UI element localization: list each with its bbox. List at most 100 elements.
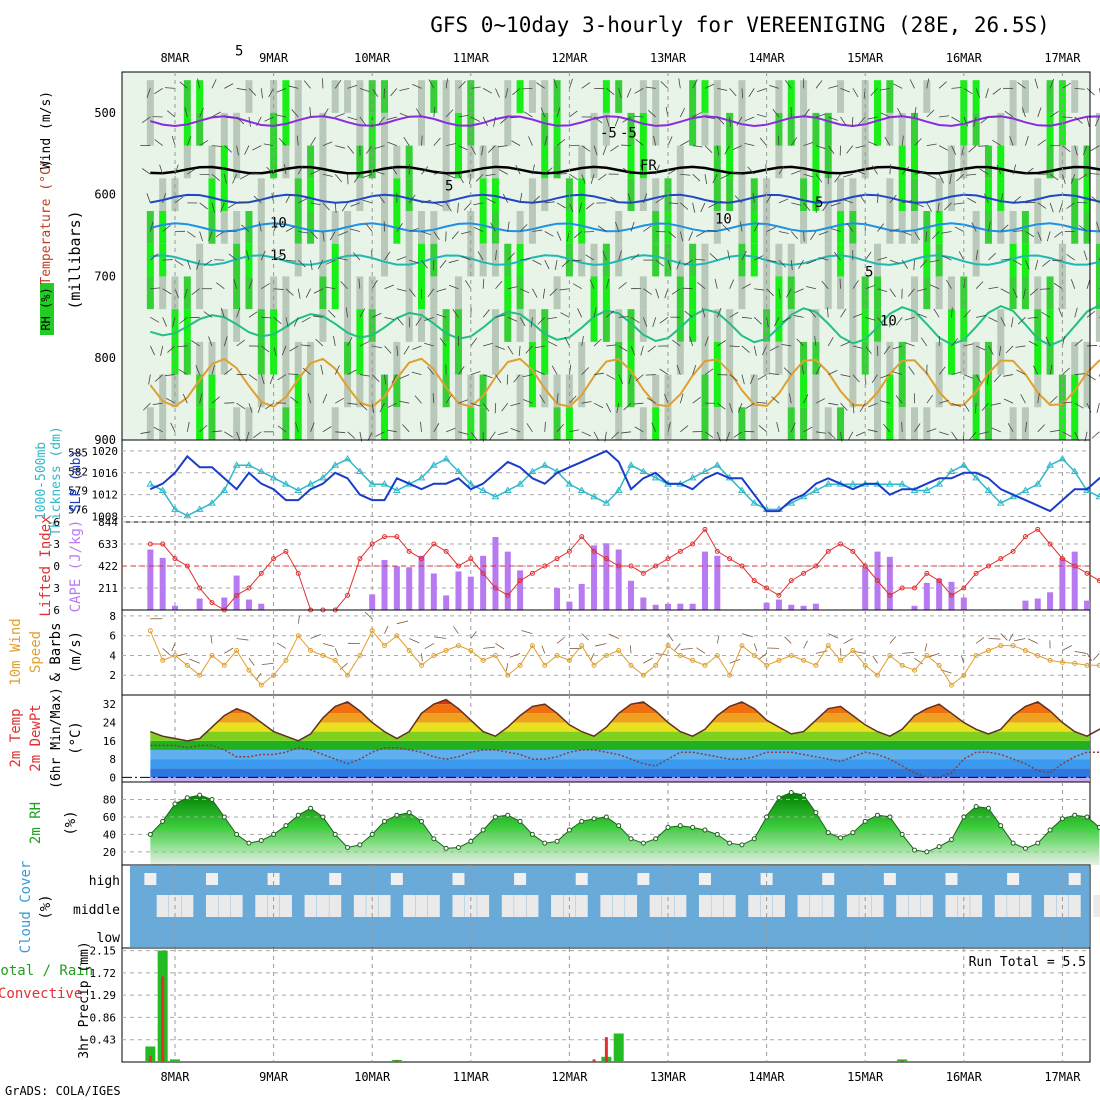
wind-tick: 2	[109, 669, 116, 682]
rh-cell	[615, 407, 623, 440]
wind-barb	[322, 141, 333, 146]
rh-cell	[861, 276, 869, 310]
wind-barb	[358, 278, 361, 289]
cloud-middle	[674, 895, 687, 917]
cloud-middle	[205, 895, 218, 917]
precip-label-2: Convective	[0, 986, 82, 1002]
rh-cell	[1021, 80, 1029, 113]
wind-barb	[951, 116, 961, 123]
rh-cell	[541, 80, 549, 113]
rh-cell	[331, 407, 339, 440]
rh-cell	[183, 112, 191, 146]
rh-cell	[652, 80, 660, 113]
wind-barb	[1025, 167, 1034, 175]
rh-cell	[627, 145, 635, 179]
wind-barb	[495, 250, 497, 261]
wind-barb	[263, 143, 274, 146]
cloud-middle	[316, 895, 329, 917]
wind-barb	[179, 81, 188, 89]
wind-speed-point	[492, 652, 498, 658]
rh-cell	[1058, 276, 1066, 310]
rh-point	[727, 840, 733, 846]
wind-barb	[914, 171, 925, 175]
cape-bar	[628, 580, 635, 610]
rh-cell	[541, 374, 549, 408]
panel-frame	[121, 609, 1091, 696]
thickness-point	[195, 505, 204, 512]
wind-barb	[345, 307, 348, 318]
wind-barb	[433, 137, 441, 146]
rh-point	[369, 831, 375, 837]
wind-barb	[154, 139, 163, 146]
wind-barb	[310, 422, 315, 432]
wind-barb	[521, 630, 533, 634]
rh-cell	[405, 211, 413, 244]
wind-barb	[1049, 395, 1058, 404]
wind-barb	[633, 115, 644, 118]
wind-barb	[758, 425, 767, 433]
rh-cell	[800, 80, 808, 113]
wind-barb	[778, 288, 781, 299]
rh-cell	[1071, 178, 1079, 212]
wind-barb	[557, 173, 568, 175]
lifted-point	[1047, 541, 1053, 547]
wind-speed-point	[554, 652, 560, 658]
wind-barb	[884, 136, 891, 146]
wind-barb	[325, 286, 336, 290]
wind-barb	[199, 424, 208, 433]
wind-barb	[720, 173, 730, 179]
rh-cell	[282, 407, 290, 440]
wind-barb	[926, 109, 935, 118]
lifted-point	[1072, 563, 1078, 569]
wind-barb	[186, 421, 190, 432]
rh-cell	[800, 341, 808, 375]
temp-unit: (°C)	[68, 721, 84, 755]
lifted-point	[714, 548, 720, 554]
rh-cell	[689, 80, 697, 113]
rh-cell	[491, 211, 499, 244]
wind-barb	[1062, 145, 1071, 153]
cloud-high	[514, 873, 527, 885]
rh-cell	[393, 145, 401, 179]
wind-barb	[917, 288, 927, 292]
lifted-point	[357, 556, 363, 562]
wind-barb	[803, 640, 808, 649]
wind-barb	[409, 259, 419, 264]
cloud-middle	[575, 895, 588, 917]
wind-barb	[1074, 339, 1083, 347]
wind-barb	[409, 227, 419, 232]
rh-cell	[1071, 341, 1079, 375]
rh-cell	[664, 407, 672, 440]
rh-cell	[146, 407, 154, 440]
wind-barb	[828, 402, 839, 406]
wind-barb	[371, 374, 380, 383]
rh-cell	[1095, 309, 1100, 342]
rh-cell	[713, 112, 721, 146]
rh-cell	[837, 211, 845, 244]
wind-barb	[309, 106, 311, 118]
wind-barb	[1027, 316, 1038, 319]
wind-barb	[901, 135, 904, 146]
rh-cell	[787, 341, 795, 375]
wind-barb	[1096, 221, 1100, 232]
wind-barb	[191, 340, 200, 347]
wind-barb	[629, 645, 632, 654]
wind-barb	[310, 136, 317, 146]
temp-tick: 16	[103, 735, 116, 748]
rh-cell	[590, 112, 598, 146]
wind-barb	[293, 317, 299, 327]
wind-speed-point	[899, 662, 905, 668]
wind-barb	[291, 109, 299, 118]
wind-barb	[445, 231, 447, 242]
wind-barb	[892, 371, 903, 375]
wind-barb	[539, 394, 546, 404]
panel-frame	[121, 439, 1091, 523]
contour-label: 5	[815, 195, 823, 211]
wind-barb	[808, 309, 817, 318]
wind-barb	[803, 202, 811, 211]
wind-barb	[248, 403, 253, 413]
rh-cell	[627, 112, 635, 146]
wind-barb	[645, 374, 656, 376]
wind-barb	[1042, 259, 1051, 267]
rh-cell	[800, 211, 808, 244]
